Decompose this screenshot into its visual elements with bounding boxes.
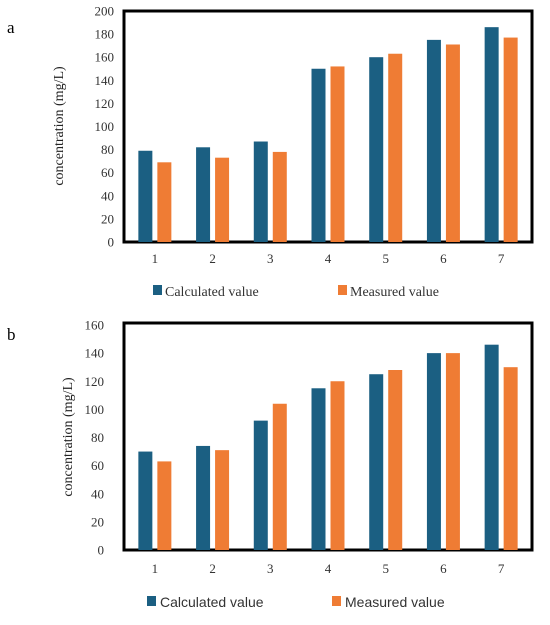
x-tick-labels: 1 2 3 4 5 6 7	[152, 251, 505, 266]
bar-calculated	[369, 57, 384, 243]
legend-label: Calculated value	[160, 594, 264, 610]
bar-calculated	[484, 27, 499, 243]
y-tick-labels: 0 20 40 60 80 100 120 140 160	[85, 318, 105, 558]
chart-panel-a: a concentration (mg/L) 02040608010012014…	[7, 4, 534, 300]
bar-calculated	[426, 39, 441, 242]
bar-measured	[445, 353, 460, 550]
panel-label: a	[7, 18, 15, 37]
bar-measured	[388, 53, 403, 242]
y-tick-label: 80	[101, 142, 114, 157]
y-tick-label: 60	[101, 165, 114, 180]
legend-label: Calculated value	[165, 285, 259, 300]
x-tick-label: 6	[440, 561, 447, 576]
bar-calculated	[484, 344, 499, 550]
x-tick-label: 6	[440, 251, 447, 266]
bar-measured	[272, 151, 287, 242]
y-tick-label: 180	[95, 27, 115, 42]
y-tick-labels: 0 20 40 60 80 100 120 140 160 180 200	[95, 4, 115, 250]
x-tick-label: 5	[382, 251, 389, 266]
y-tick-label: 140	[85, 346, 105, 361]
y-tick-label: 100	[95, 119, 115, 134]
legend-swatch	[147, 596, 156, 606]
y-tick-label: 100	[85, 402, 105, 417]
plot-frame	[122, 321, 534, 552]
bar-measured	[503, 37, 518, 242]
bar-calculated	[253, 420, 268, 550]
y-tick-label: 40	[91, 486, 104, 501]
bar-measured	[215, 450, 230, 550]
y-tick-label: 160	[85, 318, 105, 333]
bar-calculated	[138, 150, 153, 242]
legend-label: Measured value	[345, 594, 445, 610]
y-tick-label: 120	[85, 374, 105, 389]
x-tick-label: 2	[209, 561, 216, 576]
x-tick-label: 4	[325, 251, 332, 266]
y-tick-label: 0	[108, 235, 115, 250]
x-tick-label: 5	[382, 561, 389, 576]
y-tick-label: 140	[95, 73, 115, 88]
y-tick-label: 20	[101, 211, 114, 226]
y-tick-label: 120	[95, 96, 115, 111]
y-tick-label: 200	[95, 4, 115, 19]
legend: Calculated value Measured value	[153, 285, 439, 300]
bar-measured	[388, 370, 403, 550]
y-tick-label: 60	[91, 458, 104, 473]
legend-swatch	[153, 285, 162, 295]
bars	[138, 344, 518, 550]
bar-measured	[330, 381, 345, 550]
y-tick-label: 80	[91, 430, 104, 445]
bar-measured	[215, 157, 230, 242]
bar-calculated	[253, 141, 268, 242]
bar-calculated	[426, 353, 441, 550]
y-axis-label: concentration (mg/L)	[61, 377, 76, 497]
bar-calculated	[311, 388, 326, 550]
bar-calculated	[196, 445, 211, 550]
bar-measured	[157, 162, 172, 242]
plot-frame	[122, 9, 534, 244]
y-axis-label: concentration (mg/L)	[52, 66, 67, 186]
panel-label: b	[7, 325, 16, 344]
bar-measured	[445, 44, 460, 243]
x-tick-labels: 1 2 3 4 5 6 7	[152, 561, 505, 576]
y-tick-label: 0	[98, 543, 105, 558]
legend: Calculated value Measured value	[147, 594, 445, 610]
legend-label: Measured value	[350, 285, 439, 300]
x-tick-label: 3	[267, 251, 274, 266]
x-tick-label: 2	[209, 251, 216, 266]
bar-measured	[272, 403, 287, 550]
y-tick-label: 40	[101, 188, 114, 203]
bar-measured	[157, 461, 172, 550]
bars	[138, 27, 518, 243]
x-tick-label: 3	[267, 561, 274, 576]
bar-calculated	[369, 374, 384, 550]
legend-swatch	[338, 285, 347, 295]
legend-swatch	[332, 596, 341, 606]
bar-measured	[503, 367, 518, 550]
x-tick-label: 1	[152, 251, 159, 266]
bar-calculated	[311, 68, 326, 242]
x-tick-label: 4	[325, 561, 332, 576]
bar-calculated	[196, 147, 211, 242]
x-tick-label: 1	[152, 561, 159, 576]
bar-measured	[330, 66, 345, 242]
x-tick-label: 7	[498, 251, 505, 266]
bar-calculated	[138, 451, 153, 550]
y-tick-label: 160	[95, 50, 115, 65]
y-tick-label: 20	[91, 514, 104, 529]
chart-panel-b: b concentration (mg/L) 02040608010012014…	[7, 318, 534, 610]
x-tick-label: 7	[498, 561, 505, 576]
